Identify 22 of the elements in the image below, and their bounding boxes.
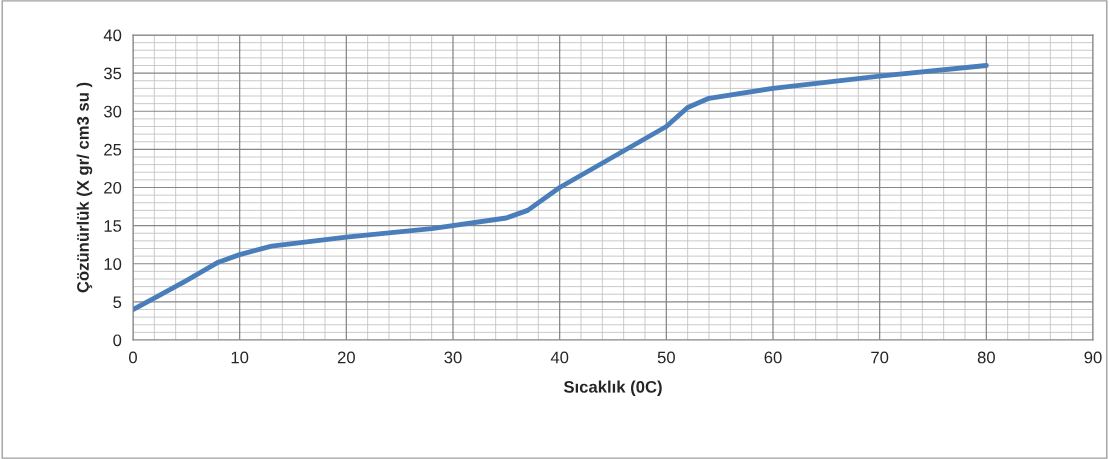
y-tick-label: 40	[103, 29, 122, 42]
y-axis-title: Çözünürlük (X gr/ cm3 su )	[76, 82, 93, 293]
x-tick-label: 80	[977, 351, 995, 364]
x-tick-label: 0	[129, 351, 137, 364]
x-tick-label: 90	[1084, 351, 1102, 364]
x-tick-label: 40	[550, 351, 569, 364]
y-tick-label: 10	[104, 258, 122, 270]
x-tick-label: 60	[764, 351, 782, 364]
x-tick-label: 10	[231, 351, 249, 364]
x-tick-label: 70	[871, 351, 889, 364]
y-tick-label: 20	[104, 181, 122, 194]
line-series	[133, 63, 989, 312]
y-tick-label: 30	[103, 105, 122, 118]
x-axis-title: Sıcaklık (0C)	[563, 380, 662, 397]
y-tick-label: 15	[104, 220, 122, 232]
x-tick-label: 30	[444, 351, 462, 364]
y-tick-label: 5	[113, 296, 122, 309]
y-tick-label: 25	[104, 143, 122, 156]
y-tick-label: 35	[103, 67, 122, 80]
x-tick-label: 50	[657, 351, 675, 364]
y-tick-label: 0	[113, 334, 122, 347]
x-tick-label: 20	[337, 351, 355, 364]
